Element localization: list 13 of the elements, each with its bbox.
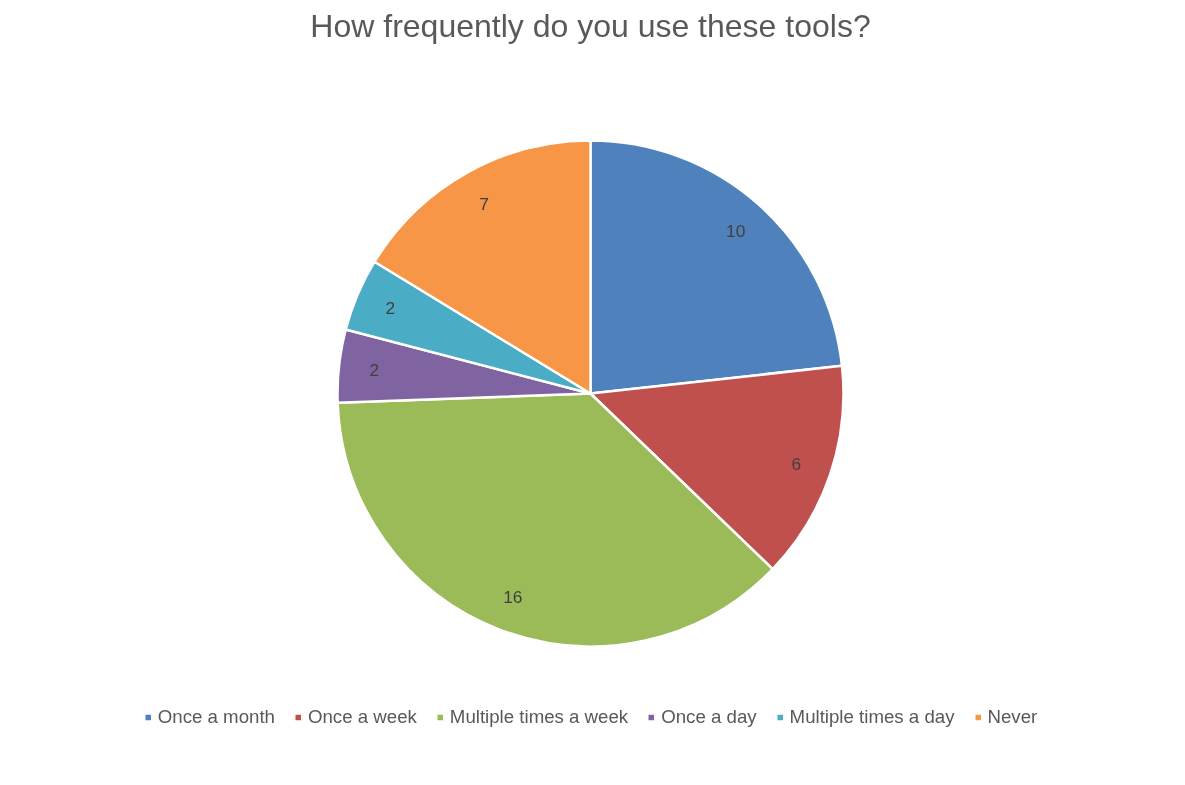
legend-label: Once a month	[157, 706, 275, 728]
data-label: 6	[791, 453, 802, 474]
data-label: 16	[503, 586, 523, 607]
data-label: 2	[385, 298, 396, 319]
chart-title: How frequently do you use these tools?	[310, 7, 871, 44]
legend-label: Never	[987, 706, 1038, 728]
legend-label: Once a day	[661, 706, 757, 728]
legend-label: Once a week	[307, 706, 417, 728]
data-label: 7	[479, 193, 489, 214]
legend-label: Multiple times a week	[449, 706, 629, 728]
data-label: 2	[369, 359, 380, 380]
legend-label: Multiple times a day	[789, 706, 955, 728]
data-label: 10	[726, 221, 746, 242]
